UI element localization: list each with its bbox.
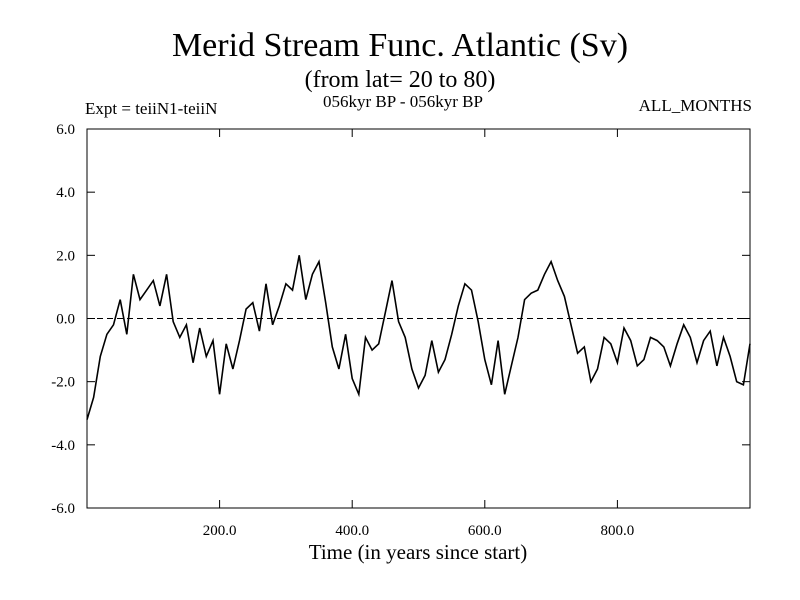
- x-axis: 200.0 400.0 600.0 800.0: [203, 129, 635, 539]
- y-axis: -6.0 -4.0 -2.0 0.0 2.0 4.0 6.0: [51, 122, 750, 517]
- y-tick-label: 4.0: [56, 185, 75, 201]
- y-tick-label: -6.0: [51, 501, 75, 517]
- y-tick-label: 2.0: [56, 248, 75, 264]
- chart-subtitle: (from lat= 20 to 80): [304, 67, 496, 93]
- chart-title: Merid Stream Func. Atlantic (Sv): [171, 27, 629, 64]
- x-tick-label: 400.0: [335, 523, 369, 539]
- x-tick-label: 800.0: [601, 523, 635, 539]
- x-tick-label: 200.0: [203, 523, 237, 539]
- months-label: ALL_MONTHS: [638, 96, 752, 115]
- x-axis-label: Time (in years since start): [309, 540, 528, 564]
- x-tick-label: 600.0: [468, 523, 502, 539]
- y-tick-label: -2.0: [51, 375, 75, 391]
- series-line: [86, 255, 751, 420]
- experiment-label: Expt = teiiN1-teiiN: [85, 99, 218, 118]
- y-tick-label: 0.0: [56, 312, 75, 328]
- period-label: 056kyr BP - 056kyr BP: [323, 92, 483, 111]
- y-tick-label: -4.0: [51, 438, 75, 454]
- y-tick-label: 6.0: [56, 122, 75, 138]
